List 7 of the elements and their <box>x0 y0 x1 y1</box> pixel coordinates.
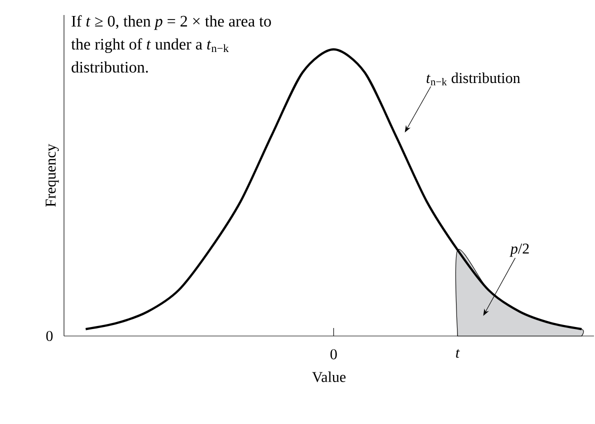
text: 0 <box>46 330 53 342</box>
annotation: t$_{n−k}$ distribution <box>426 72 520 86</box>
x-tick-label: t <box>456 349 460 358</box>
annotation: p/2 <box>510 244 529 257</box>
y-axis-title: Frequency <box>46 144 59 207</box>
text: If t ≥ 0, then p = 2 × the area to the right of t under a t$_{n−k}$ distribution. <box>71 15 271 73</box>
x-axis-title: Value <box>312 372 346 382</box>
